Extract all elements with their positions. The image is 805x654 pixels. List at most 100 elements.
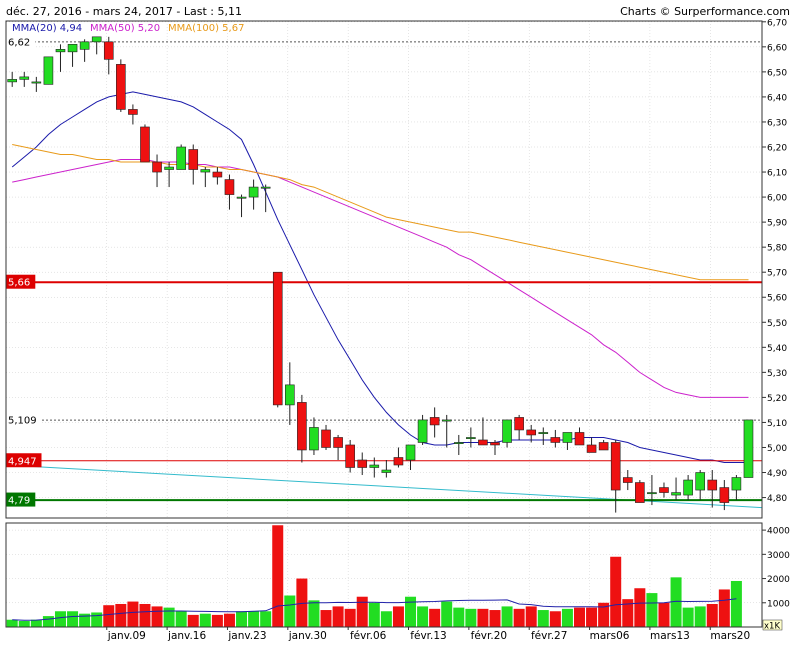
candle-body [695,472,705,491]
candle-body [622,477,633,483]
volume-bar [79,613,91,627]
candle-body [67,44,78,53]
volume-bar [586,607,598,627]
price-tick-label: 5,90 [767,219,787,229]
volume-bar [199,613,211,627]
candle-body [164,166,174,170]
candle-body [490,442,500,446]
volume-bar [718,589,730,627]
volume-bar [320,610,332,627]
candle-body [7,79,17,83]
candle-body [574,432,585,446]
candle-body [429,417,440,426]
candle-body [297,402,307,451]
volume-tick-label: 1000 [767,599,790,609]
date-tick-label: mars06 [590,630,630,642]
volume-bar [30,619,42,627]
date-tick-label: févr.20 [471,630,507,642]
date-tick-label: mars20 [710,630,750,642]
volume-tick-label: 4000 [767,527,790,537]
candle-body [103,41,114,60]
candle-body [526,429,537,436]
candle-body [321,429,331,448]
price-tick-label: 6,70 [767,18,787,28]
volume-bars [6,525,742,627]
legend-item-2: MMA(50) 5,20 [90,23,160,34]
price-tick-label: 5,70 [767,269,787,279]
volume-bar [537,610,549,627]
volume-bar [501,606,513,627]
indicator-legend: MMA(20) 4,94 MMA(50) 5,20 MMA(100) 5,67 [12,23,244,34]
volume-bar [308,600,320,627]
price-tick-label: 5,40 [767,344,787,354]
candle-body [55,49,66,53]
volume-bar [115,603,127,627]
volume-bar [453,607,465,627]
date-tick-label: janv.30 [288,630,327,642]
volume-bar [103,605,115,627]
volume-bar [477,608,489,627]
volume-bar [42,616,54,627]
date-tick-label: janv.09 [107,630,146,642]
date-tick-label: mars13 [650,630,690,642]
candle-body [152,161,162,173]
volume-bar [646,593,658,627]
candle-body [140,126,150,163]
volume-bar [368,602,380,627]
candle-body [647,492,657,495]
volume-bar [380,611,392,627]
date-tick-label: janv.16 [167,630,206,642]
candle-body [453,442,464,444]
volume-bar [489,610,501,627]
volume-bar [392,606,404,627]
volume-bar [187,614,199,627]
volume-bar [682,607,694,627]
volume-tick-label: 2000 [767,575,790,585]
candle-body [91,36,102,43]
candle-body [514,417,524,431]
price-tick-label: 6,00 [767,194,787,204]
volume-bar [561,608,573,627]
ma-line-mma50 [12,159,749,398]
candle-body [707,479,718,491]
price-tick-label: 4,80 [767,494,787,504]
price-tick-label: 5,60 [767,294,787,304]
candle-body [369,464,380,468]
candle-body [610,442,621,491]
chart-header-title: déc. 27, 2016 - mars 24, 2017 - Last : 5… [6,5,242,18]
volume-bar [54,611,66,627]
volume-bar [248,611,260,627]
candle-body [671,492,681,496]
ma-line-mma100 [12,144,749,281]
volume-panel-frame [5,522,763,628]
price-tick-label: 5,10 [767,419,787,429]
candle-body [659,487,669,493]
candle-body [309,427,319,451]
candle-body [719,487,730,503]
price-level-label: 4,947 [8,456,37,467]
price-tick-label: 5,00 [767,444,787,454]
candle-body [236,196,247,199]
price-tick-label: 5,80 [767,244,787,254]
volume-bar [223,613,235,627]
volume-bar [573,607,585,627]
candle-body [598,442,609,451]
price-tick-label: 6,60 [767,43,787,53]
candle-body [116,64,126,110]
price-level-label: 6,62 [8,37,30,48]
volume-bar [694,606,706,627]
price-tick-label: 4,90 [767,469,787,479]
price-tick-label: 5,20 [767,394,787,404]
moving-averages [11,91,749,463]
price-level-label: 4,79 [8,496,30,507]
volume-bar [356,596,368,627]
candle-body [200,169,211,173]
date-tick-label: févr.13 [410,630,446,642]
ma-line-mma20 [11,91,749,463]
date-tick-label: févr.27 [531,630,567,642]
candle-body [538,432,549,434]
candle-body [502,419,512,443]
volume-bar [417,606,429,627]
